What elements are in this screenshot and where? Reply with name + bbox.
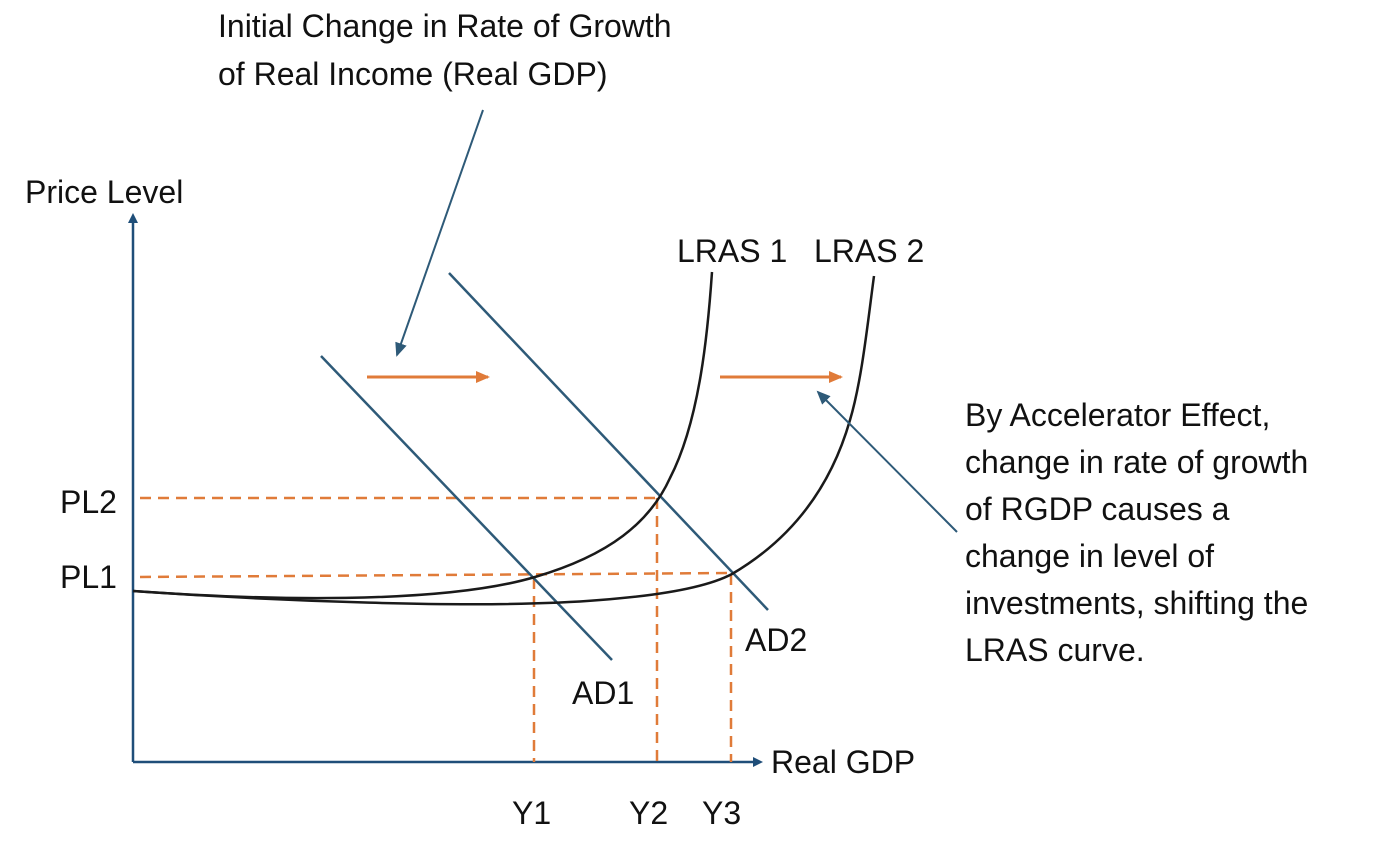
- lras2-label: LRAS 2: [814, 233, 924, 269]
- x-axis-label: Real GDP: [771, 744, 915, 780]
- ad2-label: AD2: [745, 622, 807, 658]
- top-note-line: Initial Change in Rate of Growth: [218, 8, 672, 44]
- lras1-label: LRAS 1: [677, 233, 787, 269]
- pl1-guide-line: [139, 571, 733, 579]
- side-note: By Accelerator Effect, change in rate of…: [965, 397, 1317, 668]
- lras1-curve: [132, 271, 714, 600]
- ad1-line: [320, 355, 613, 661]
- ad2-line: [448, 272, 769, 611]
- side-note-line: of RGDP causes a: [965, 491, 1230, 527]
- y3-label: Y3: [702, 795, 741, 831]
- side-note-line: change in rate of growth: [965, 444, 1308, 480]
- side-note-pointer-arrow: [816, 390, 958, 533]
- side-note-line: By Accelerator Effect,: [965, 397, 1270, 433]
- side-note-line: investments, shifting the: [965, 585, 1308, 621]
- y-axis-label: Price Level: [25, 174, 183, 210]
- side-note-line: change in level of: [965, 538, 1214, 574]
- top-note-pointer-arrow: [395, 109, 484, 357]
- ad1-label: AD1: [572, 675, 634, 711]
- side-note-line: LRAS curve.: [965, 632, 1145, 668]
- y1-label: Y1: [512, 795, 551, 831]
- pl2-label: PL2: [60, 484, 117, 520]
- lras2-curve: [132, 275, 876, 606]
- top-note-line: of Real Income (Real GDP): [218, 56, 607, 92]
- top-note: Initial Change in Rate of Growth of Real…: [218, 8, 680, 92]
- y2-label: Y2: [629, 795, 668, 831]
- pl1-label: PL1: [60, 559, 117, 595]
